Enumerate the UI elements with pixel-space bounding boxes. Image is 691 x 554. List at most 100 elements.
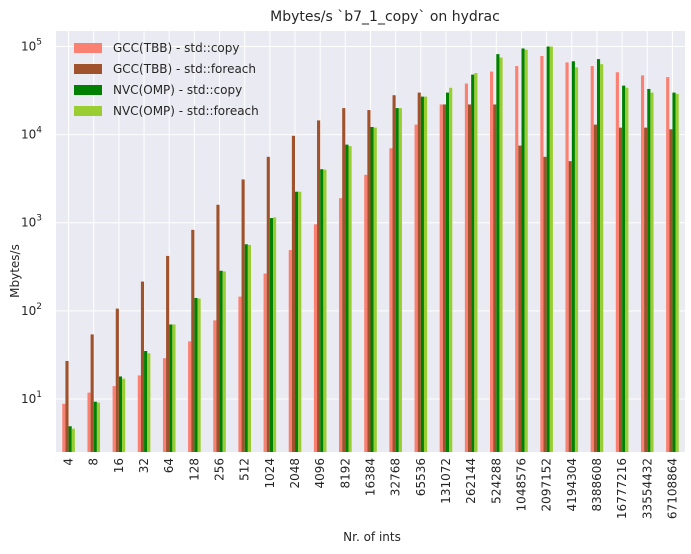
- bar: [241, 179, 245, 452]
- x-tick-label: 512: [238, 458, 252, 481]
- bar: [543, 156, 547, 452]
- bar: [213, 320, 217, 452]
- bar: [313, 224, 318, 452]
- legend-label: NVC(OMP) - std::foreach: [113, 104, 259, 118]
- bar: [420, 96, 424, 452]
- bar: [197, 298, 201, 452]
- bars: [62, 46, 679, 453]
- x-tick-label: 8192: [338, 458, 352, 489]
- x-tick-label: 8: [87, 458, 101, 466]
- x-tick-label: 32768: [389, 458, 403, 496]
- x-tick-labels: 4 8 16 32 64 128 256 512 1024 2048 4096 8192 16384 32…: [62, 458, 680, 519]
- bar: [269, 218, 274, 452]
- bar: [137, 375, 141, 452]
- bar: [644, 127, 648, 452]
- bar: [392, 95, 396, 452]
- bar: [640, 75, 645, 452]
- legend-swatch: [74, 64, 102, 74]
- bar: [568, 161, 572, 452]
- y-tick-exponent: 4: [36, 126, 42, 136]
- bar: [490, 71, 494, 453]
- bar: [339, 198, 343, 452]
- bar: [464, 83, 468, 452]
- bar: [518, 145, 522, 452]
- x-tick-label: 4194304: [565, 458, 579, 511]
- bar: [493, 104, 497, 452]
- legend-swatch: [74, 106, 102, 116]
- x-tick-label: 67108864: [665, 458, 679, 519]
- bar: [622, 85, 626, 453]
- bar: [445, 92, 450, 453]
- bar: [449, 87, 453, 453]
- y-tick-base: 10: [21, 40, 36, 54]
- bar: [122, 378, 126, 452]
- x-tick-label: 262144: [464, 458, 478, 504]
- bar: [291, 135, 296, 452]
- x-tick-label: 524288: [489, 458, 503, 504]
- y-tick-exponent: 3: [36, 214, 42, 224]
- bar: [417, 92, 421, 453]
- bar: [147, 353, 151, 452]
- y-tick-base: 10: [21, 392, 36, 406]
- y-tick-label: 104: [21, 126, 42, 142]
- bar: [373, 127, 377, 452]
- chart-title: Mbytes/s `b7_1_copy` on hydrac: [270, 9, 500, 25]
- bar: [90, 334, 94, 452]
- bar: [540, 56, 544, 453]
- legend-label: GCC(TBB) - std::copy: [113, 41, 240, 55]
- bar: [395, 108, 399, 453]
- bar: [216, 204, 220, 452]
- bar: [87, 392, 91, 452]
- bar: [288, 250, 292, 452]
- x-tick-label: 2048: [288, 458, 302, 489]
- bar: [672, 92, 676, 453]
- bar: [546, 46, 550, 453]
- legend-swatch: [74, 43, 102, 53]
- bar: [169, 324, 173, 452]
- bar: [194, 297, 198, 452]
- bar: [496, 54, 500, 453]
- bar: [600, 64, 604, 452]
- bar: [247, 244, 251, 452]
- bar: [144, 351, 148, 452]
- bar: [172, 324, 176, 452]
- bar: [191, 229, 195, 452]
- bar: [68, 426, 72, 452]
- x-tick-label: 16777216: [615, 458, 629, 519]
- y-tick-label: 102: [21, 302, 42, 318]
- bar: [345, 144, 349, 452]
- bar: [342, 108, 346, 453]
- bar: [263, 273, 267, 452]
- bar: [593, 124, 597, 452]
- bar: [162, 358, 167, 452]
- x-tick-label: 64: [162, 458, 176, 473]
- bar: [320, 169, 324, 452]
- bar: [524, 49, 528, 452]
- y-tick-base: 10: [21, 216, 36, 230]
- bar: [439, 104, 443, 452]
- bar: [295, 191, 299, 452]
- bar: [675, 93, 679, 452]
- bar: [364, 174, 368, 452]
- bar: [323, 169, 327, 452]
- bar: [188, 341, 192, 452]
- bar: [219, 270, 223, 452]
- bar: [140, 281, 145, 452]
- bar: [669, 129, 673, 452]
- y-axis-label: Mbytes/s: [8, 244, 22, 298]
- bar: [367, 110, 371, 452]
- bar: [565, 62, 569, 453]
- bar: [549, 46, 553, 453]
- bar: [414, 124, 418, 452]
- x-tick-label: 1048576: [514, 458, 528, 511]
- bar: [474, 73, 478, 452]
- bar: [666, 77, 670, 452]
- x-tick-label: 32: [137, 458, 151, 473]
- bar: [398, 108, 402, 453]
- bar: [273, 217, 277, 452]
- bar: [166, 255, 170, 452]
- x-tick-label: 16384: [364, 458, 378, 496]
- bar: [244, 244, 248, 452]
